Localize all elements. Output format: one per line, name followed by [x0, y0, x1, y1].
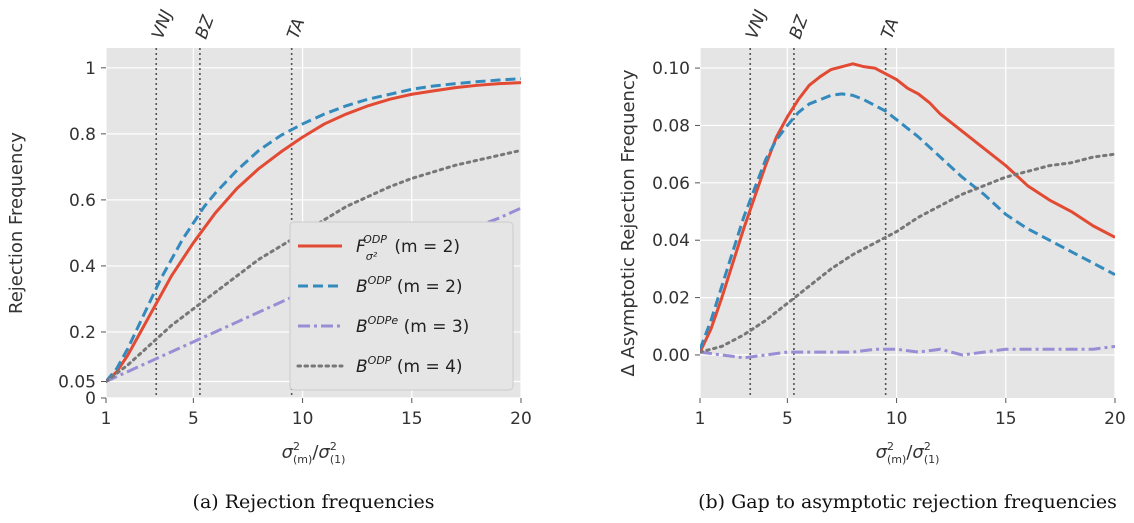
series-line-2 — [106, 77, 521, 383]
series-line-1 — [700, 62, 1115, 353]
x-tick-label: 15 — [401, 409, 423, 429]
y-tick-label: 0.2 — [69, 323, 96, 343]
x-tick-label: 5 — [188, 409, 199, 429]
legend-box — [289, 221, 514, 391]
vline-label-vnj: VNJ — [742, 7, 771, 41]
vline-label-bz: BZ — [192, 13, 219, 42]
y-axis-label: Δ Asymptotic Rejection Frequency — [618, 69, 639, 376]
y-tick-label: 0.4 — [69, 257, 96, 277]
y-tick-label: 0.04 — [652, 231, 690, 251]
x-tick-label: 20 — [1104, 409, 1126, 429]
y-tick-label: 0.05 — [58, 372, 96, 392]
series-line-3 — [700, 344, 1115, 360]
legend-entry-1: Fσ²ODP (m = 2) — [356, 233, 460, 263]
series-group — [700, 62, 1115, 360]
y-axis-label: Rejection Frequency — [6, 132, 27, 314]
x-tick-label: 5 — [782, 409, 793, 429]
series-line-4 — [700, 152, 1115, 354]
x-tick-label: 10 — [886, 409, 908, 429]
x-tick-label: 1 — [695, 409, 706, 429]
y-tick-label: 1 — [85, 59, 96, 79]
legend-entry-4: BODP (m = 4) — [356, 354, 463, 377]
vline-label-vnj: VNJ — [148, 7, 177, 41]
y-tick-label: 0.6 — [69, 191, 96, 211]
vline-label-ta: TA — [284, 16, 310, 42]
y-tick-label: 0 — [85, 389, 96, 409]
y-tick-label: 0.06 — [652, 174, 690, 194]
legend-entry-2: BODP (m = 2) — [356, 274, 463, 297]
y-tick-label: 0.8 — [69, 125, 96, 145]
y-tick-label: 0.10 — [652, 59, 690, 79]
panel-caption: (a) Rejection frequencies — [193, 491, 435, 513]
vline-label-bz: BZ — [786, 13, 813, 42]
series-line-1 — [106, 81, 521, 383]
series-line-2 — [700, 92, 1115, 350]
legend-entry-3: BODPe (m = 3) — [356, 314, 469, 337]
x-tick-label: 15 — [995, 409, 1017, 429]
vline-label-ta: TA — [878, 16, 904, 42]
y-tick-label: 0.08 — [652, 116, 690, 136]
x-tick-label: 1 — [101, 409, 112, 429]
legend: Fσ²ODP (m = 2) BODP (m = 2) BODPe (m = 3) B… — [289, 221, 514, 391]
x-tick-label: 10 — [292, 409, 314, 429]
x-axis-label: σ2 (m)/σ2 (1) — [876, 440, 940, 466]
y-tick-label: 0.00 — [652, 346, 690, 366]
x-axis-label: σ2 (m)/σ2 (1) — [282, 440, 346, 466]
y-tick-label: 0.02 — [652, 289, 690, 309]
panel-caption: (b) Gap to asymptotic rejection frequenc… — [698, 491, 1117, 513]
x-tick-label: 20 — [510, 409, 532, 429]
chart-gap-to-asymptotic: VNJ BZ TA1 5 10 15 200.000.020.040.060.080.10σ… — [618, 7, 1126, 513]
